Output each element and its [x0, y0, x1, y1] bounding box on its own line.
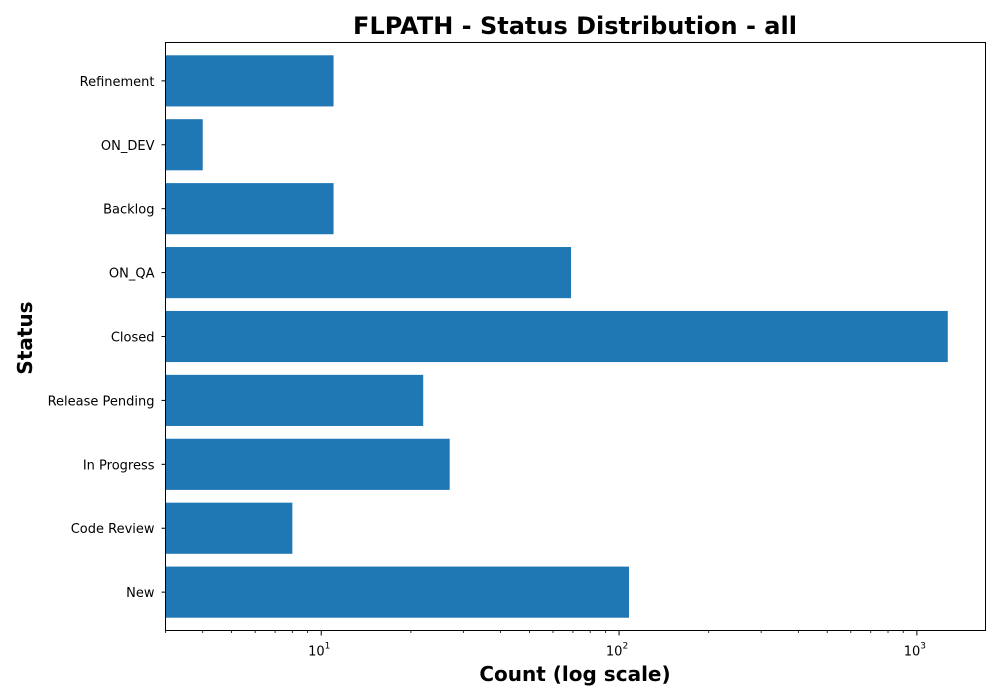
x-tick-label: 101 — [308, 642, 330, 660]
x-tick-base: 10 — [308, 645, 325, 660]
y-tick-label-on-qa: ON_QA — [109, 267, 155, 282]
y-axis-label: Status — [13, 301, 37, 374]
bar-backlog — [165, 183, 334, 235]
x-ticks-group: 101 102 103 — [165, 630, 926, 660]
plot-frame — [165, 42, 986, 631]
y-tick-label-code-review: Code Review — [71, 522, 155, 537]
x-axis-label: Count (log scale) — [479, 662, 670, 686]
x-tick-exponent: 2 — [622, 642, 628, 652]
bar-new — [165, 566, 630, 618]
y-tick-label-refinement: Refinement — [80, 75, 155, 90]
x-tick-label: 103 — [904, 642, 926, 660]
y-tick-label-release-pending: Release Pending — [48, 394, 155, 409]
bar-code-review — [165, 502, 293, 554]
y-tick-label-in-progress: In Progress — [83, 458, 155, 473]
bar-release-pending — [165, 374, 424, 426]
y-tick-label-closed: Closed — [111, 331, 155, 346]
y-tick-label-backlog: Backlog — [103, 203, 154, 218]
y-ticks-group: New Code Review In Progress Release Pending… — [48, 75, 166, 601]
bar-on-dev — [165, 119, 203, 171]
bar-refinement — [165, 55, 334, 107]
x-tick-exponent: 3 — [920, 642, 926, 652]
bar-closed — [165, 310, 948, 363]
x-tick-label: 102 — [606, 642, 628, 660]
x-tick-base: 10 — [606, 645, 623, 660]
bar-in-progress — [165, 438, 450, 490]
x-tick-base: 10 — [904, 645, 921, 660]
y-tick-label-on-dev: ON_DEV — [101, 139, 155, 154]
chart-title: FLPATH - Status Distribution - all — [353, 12, 797, 40]
x-tick-exponent: 1 — [325, 642, 331, 652]
y-tick-label-new: New — [126, 586, 155, 601]
bars-group — [165, 55, 948, 618]
bar-on-qa — [165, 247, 572, 299]
